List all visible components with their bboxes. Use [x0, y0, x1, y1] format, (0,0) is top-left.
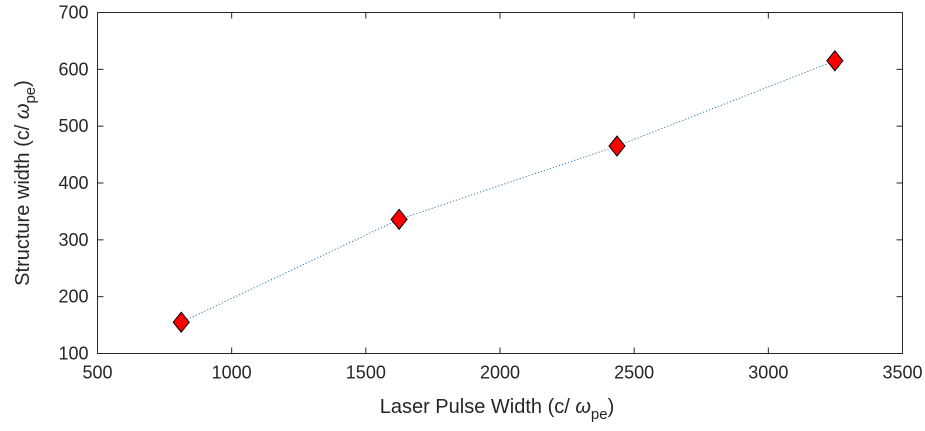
- x-axis-title: Laser Pulse Width (c/ ωpe): [380, 396, 615, 423]
- data-point: [390, 208, 408, 231]
- series-line: [180, 60, 836, 323]
- x-tick-label: 1500: [346, 363, 386, 383]
- y-tick-label: 100: [58, 344, 88, 364]
- data-point: [608, 135, 626, 157]
- y-axis-title-subscript: pe: [22, 87, 39, 104]
- y-axis-title-main: Structure width (c/: [12, 119, 34, 286]
- x-axis-title-subscript: pe: [591, 406, 608, 423]
- x-tick-label: 1000: [212, 363, 252, 383]
- data-point: [826, 50, 844, 72]
- y-tick-label: 600: [58, 59, 88, 79]
- x-tick-label: 2500: [614, 363, 654, 383]
- y-axis-title: Structure width (c/ ωpe): [12, 80, 39, 286]
- y-axis-title-close: ): [12, 80, 34, 87]
- x-tick-label: 2000: [480, 363, 520, 383]
- x-tick-label: 3500: [882, 363, 922, 383]
- plot-frame: [97, 12, 903, 354]
- x-axis: 500 1000 1500 2000 2500 3000 3500: [82, 12, 923, 383]
- x-tick-label: 500: [82, 363, 112, 383]
- y-tick-label: 500: [58, 116, 88, 136]
- y-tick-label: 400: [58, 173, 88, 193]
- y-tick-label: 700: [58, 3, 88, 23]
- x-axis-title-symbol: ω: [575, 396, 591, 418]
- y-tick-label: 300: [58, 230, 88, 250]
- data-series: [172, 50, 844, 334]
- y-axis: 100 200 300 400 500 600 700: [58, 3, 903, 364]
- x-tick-label: 3000: [748, 363, 788, 383]
- y-tick-label: 200: [58, 287, 88, 307]
- x-axis-title-main: Laser Pulse Width (c/: [380, 396, 576, 418]
- x-axis-title-close: ): [608, 396, 615, 418]
- y-axis-title-symbol: ω: [12, 104, 34, 120]
- data-point: [172, 311, 190, 334]
